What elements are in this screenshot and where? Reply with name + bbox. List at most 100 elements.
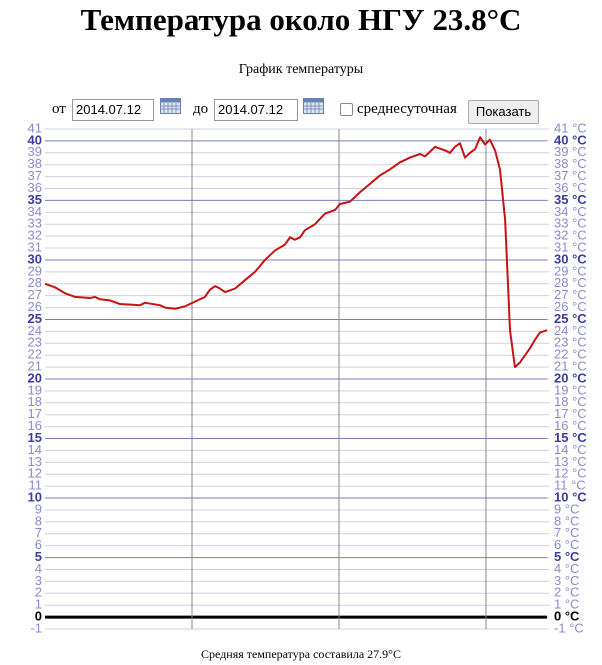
y-tick-label: 36 [28,180,42,195]
y2-tick-label: 40 °C [554,132,587,147]
y-tick-label: 21 [28,359,42,374]
calendar-icon[interactable] [303,98,324,114]
y2-tick-label: 30 °C [554,251,587,266]
y2-tick-label: 27 °C [554,287,587,302]
y-tick-label: 41 [28,120,42,135]
y-tick-label: 32 [28,228,42,243]
y2-tick-label: 6 °C [554,537,579,552]
show-button[interactable]: Показать [468,100,539,124]
y-tick-label: 6 [35,537,42,552]
y2-tick-label: 33 °C [554,216,587,231]
y2-tick-label: 7 °C [554,525,579,540]
y2-tick-label: 37 °C [554,168,587,183]
y2-tick-label: 36 °C [554,180,587,195]
y-tick-label: 8 [35,513,42,528]
y2-tick-label: 15 °C [554,430,587,445]
y-tick-label: 33 [28,216,42,231]
y2-tick-label: 10 °C [554,489,587,504]
y2-tick-label: 5 °C [554,549,580,564]
y-tick-label: 19 [28,382,42,397]
y2-tick-label: 41 °C [554,120,587,135]
y2-tick-label: 32 °C [554,228,587,243]
y2-tick-label: 16 °C [554,418,587,433]
y2-tick-label: 38 °C [554,156,587,171]
y-tick-label: 34 [28,204,42,219]
y2-tick-label: 14 °C [554,442,587,457]
y2-tick-label: 0 °C [554,609,580,624]
y2-tick-label: 22 °C [554,347,587,362]
temperature-line [44,136,548,369]
y-tick-label: 1 [35,597,42,612]
y2-tick-label: 11 °C [554,478,586,493]
y-tick-label: 31 [28,239,42,254]
y-tick-label: 40 [28,132,42,147]
y-tick-label: 18 [28,394,42,409]
from-date-input[interactable]: 2014.07.12 [72,99,154,121]
y-tick-label: 0 [35,609,42,624]
y-tick-label: 13 [28,454,42,469]
y-tick-label: 2 [35,585,42,600]
y-tick-label: 11 [29,478,43,493]
page-title: Температура около НГУ 23.8°C [80,2,522,37]
y2-tick-label: 39 °C [554,144,587,159]
y2-tick-label: 35 °C [554,192,587,207]
to-label: до [193,101,209,117]
y2-tick-label: 1 °C [554,597,579,612]
y2-tick-label: 23 °C [554,335,587,350]
calendar-icon[interactable] [160,98,181,114]
y2-tick-label: 34 °C [554,204,587,219]
y-tick-label: 4 [35,561,42,576]
y2-tick-label: 3 °C [554,573,579,588]
y-tick-label: 28 [28,275,42,290]
y2-tick-label: 13 °C [554,454,587,469]
y2-tick-label: 21 °C [554,359,587,374]
y2-tick-label: 26 °C [554,299,587,314]
y2-tick-label: -1 °C [554,620,584,635]
y2-tick-label: 12 °C [554,466,587,481]
average-note: Средняя температура составила 27.9°C [201,647,401,661]
y2-tick-label: 24 °C [554,323,587,338]
to-date-input[interactable]: 2014.07.12 [214,99,298,121]
y-tick-label: 24 [28,323,42,338]
y-tick-label: 3 [35,573,42,588]
y2-tick-label: 8 °C [554,513,579,528]
y-tick-label: 39 [28,144,42,159]
checkbox-label: среднесуточная [357,101,457,117]
y2-tick-label: 19 °C [554,382,587,397]
y2-tick-label: 31 °C [554,239,587,254]
from-label: от [52,101,66,117]
checkbox[interactable] [340,103,353,116]
y-tick-label: 17 [28,406,42,421]
y2-tick-label: 2 °C [554,585,579,600]
y-tick-label: 29 [28,263,42,278]
y2-tick-label: 28 °C [554,275,587,290]
y-tick-label: 7 [35,525,42,540]
y-tick-label: 16 [28,418,42,433]
y2-tick-label: 29 °C [554,263,587,278]
y-tick-label: 35 [28,192,42,207]
y-tick-label: 14 [28,442,42,457]
y-tick-label: 22 [28,347,42,362]
y-tick-label: 26 [28,299,42,314]
y-tick-label: 12 [28,466,42,481]
y-tick-label: 23 [28,335,42,350]
y-tick-label: 27 [28,287,42,302]
y2-tick-label: 4 °C [554,561,579,576]
y2-tick-label: 20 °C [554,370,587,385]
y2-tick-label: 18 °C [554,394,587,409]
y-tick-label: 15 [28,430,42,445]
y-tick-label: 30 [28,251,42,266]
y-tick-label: 25 [28,311,42,326]
y2-tick-label: 25 °C [554,311,587,326]
y-tick-label: 10 [28,489,42,504]
y-tick-label: 5 [35,549,42,564]
y-tick-label: -1 [30,620,42,635]
y-tick-label: 38 [28,156,42,171]
y-tick-label: 20 [28,370,42,385]
y2-tick-label: 17 °C [554,406,587,421]
y-tick-label: 37 [28,168,42,183]
y-tick-label: 9 [35,501,42,516]
chart-title: График температуры [238,62,364,77]
